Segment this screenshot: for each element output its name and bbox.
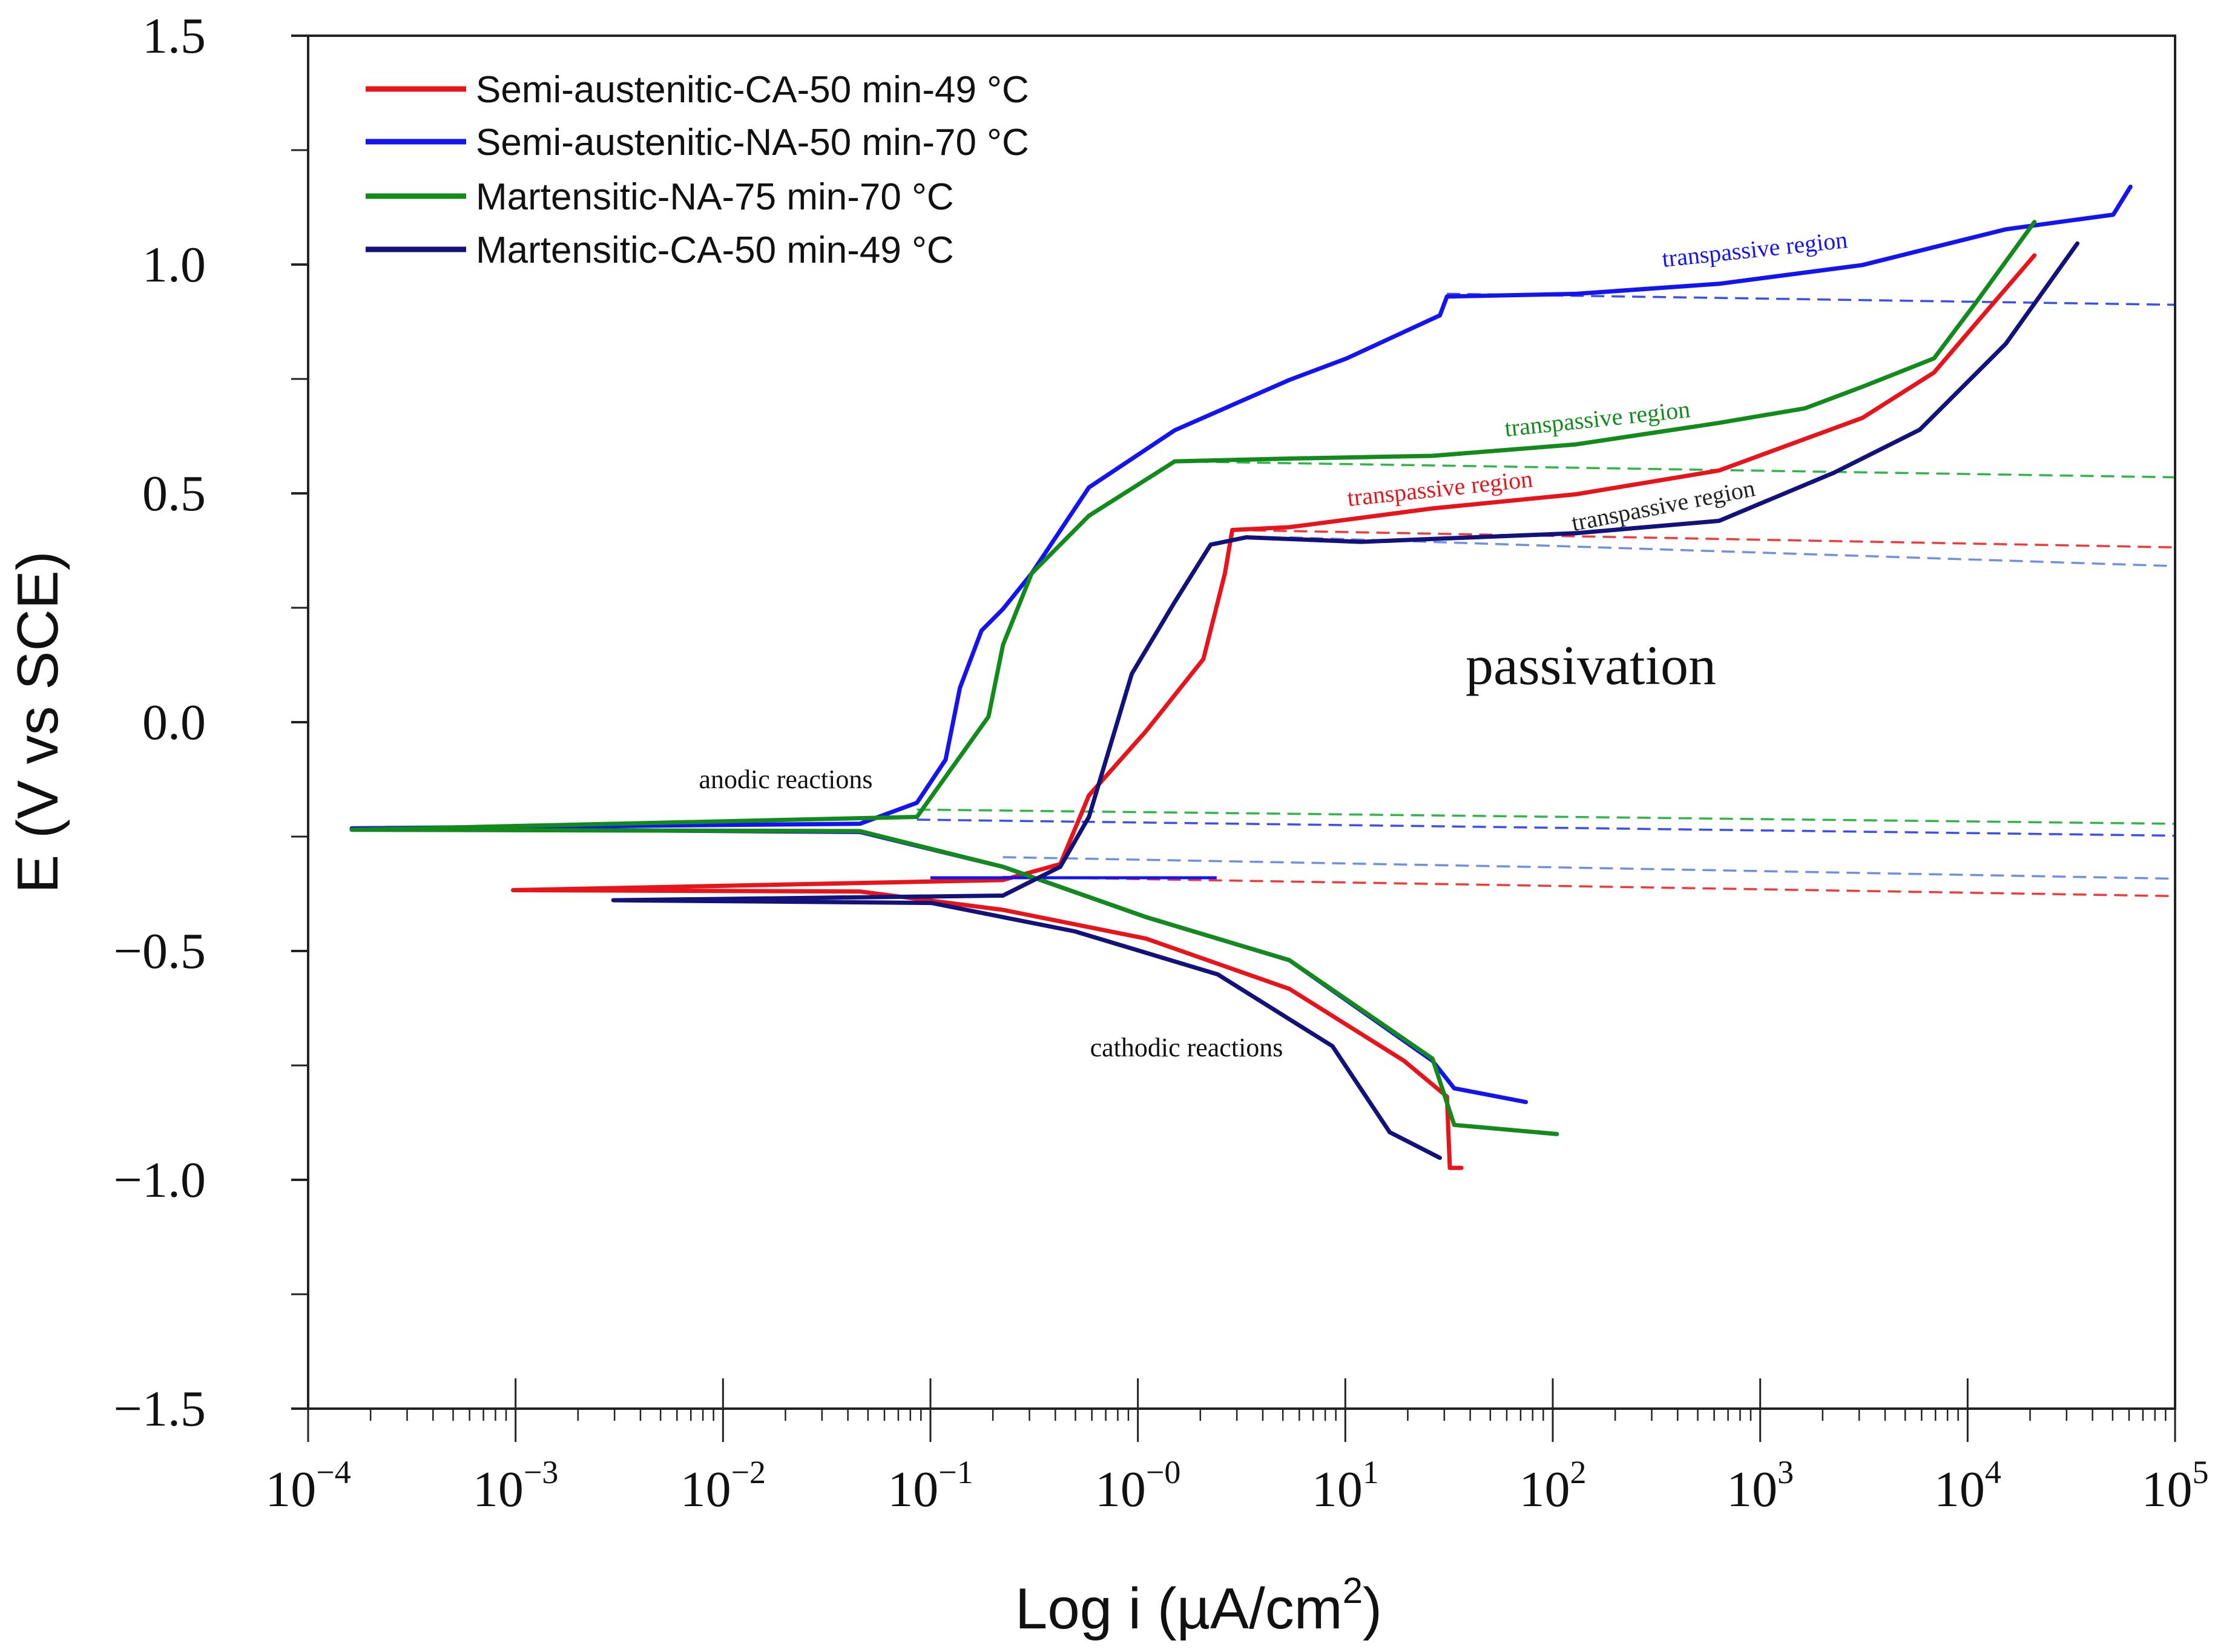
- extrapolation-line-5: [917, 818, 2176, 837]
- polarization-curves: [349, 185, 2133, 1170]
- series-line-semi-na-70: [349, 185, 2133, 1104]
- extrapolation-line-7: [1002, 875, 2176, 898]
- x-tick-label: 10−0: [1095, 1454, 1180, 1518]
- extrapolation-line-6: [1002, 856, 2176, 880]
- series-line-semi-ca-49: [511, 253, 2037, 1170]
- annotation-transpassive-red: transpassive region: [1346, 465, 1534, 512]
- x-tick-label: 10−3: [473, 1454, 558, 1518]
- extrapolation-line-4: [917, 808, 2176, 825]
- annotation-passivation: passivation: [1466, 634, 1716, 696]
- x-tick-label: 101: [1312, 1454, 1379, 1518]
- y-tick-label: −1.0: [114, 1152, 206, 1208]
- x-tick-label: 10−4: [265, 1454, 351, 1518]
- y-tick-label: 0.5: [142, 466, 206, 522]
- legend-label-mart-na-70: Martensitic-NA-75 min-70 °C: [476, 176, 954, 218]
- x-tick-label: 102: [1519, 1454, 1587, 1518]
- annotations: transpassive region transpassive region …: [699, 226, 1849, 1062]
- legend-label-mart-ca-49: Martensitic-CA-50 min-49 °C: [476, 229, 954, 271]
- annotation-transpassive-blue: transpassive region: [1661, 226, 1849, 272]
- y-axis-title: E (V vs SCE): [5, 551, 70, 893]
- legend-label-semi-ca-49: Semi-austenitic-CA-50 min-49 °C: [476, 69, 1029, 111]
- y-tick-label: 0.0: [142, 694, 206, 751]
- extrapolation-line-1: [1174, 460, 2176, 479]
- x-tick-label: 104: [1934, 1454, 2001, 1518]
- extrapolation-line-0: [1447, 292, 2176, 306]
- extrapolation-lines: [917, 292, 2176, 898]
- y-tick-label: −0.5: [114, 923, 206, 979]
- series-line-mart-na-70: [349, 220, 2037, 1136]
- x-axis-title: Log i (µA/cm2): [1015, 1570, 1382, 1641]
- axis-ticks: 10−4 10−3 10−2 10−1 10−0 101 102 103 104 105 1.5 1.…: [114, 8, 2209, 1518]
- annotation-anodic: anodic reactions: [699, 765, 872, 794]
- y-tick-label: −1.5: [114, 1381, 206, 1437]
- legend: Semi-austenitic-CA-50 min-49 °C Semi-aus…: [366, 69, 1029, 271]
- extrapolation-line-3: [1289, 536, 2176, 567]
- annotation-cathodic: cathodic reactions: [1090, 1033, 1283, 1062]
- x-tick-label: 10−2: [680, 1454, 766, 1518]
- extrapolation-line-2: [1232, 528, 2176, 548]
- x-tick-label: 10−1: [887, 1454, 973, 1518]
- x-tick-label: 103: [1726, 1454, 1794, 1518]
- legend-label-semi-na-70: Semi-austenitic-NA-50 min-70 °C: [476, 122, 1029, 163]
- series-line-mart-ca-49: [611, 241, 2080, 1160]
- x-tick-label: 105: [2142, 1454, 2209, 1518]
- annotation-transpassive-green: transpassive region: [1503, 395, 1691, 442]
- y-tick-label: 1.5: [142, 8, 206, 64]
- y-tick-label: 1.0: [142, 237, 206, 293]
